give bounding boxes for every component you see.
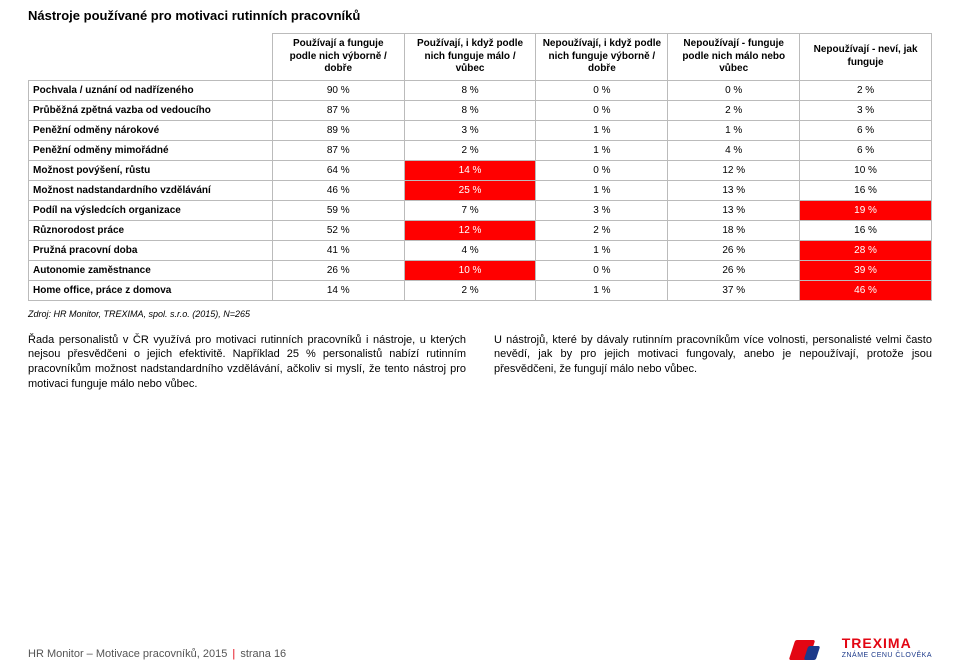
row-label: Autonomie zaměstnance: [29, 260, 273, 280]
body-columns: Řada personalistů v ČR využívá pro motiv…: [28, 333, 932, 392]
cell: 1 %: [536, 240, 668, 260]
row-label: Podíl na výsledcích organizace: [29, 200, 273, 220]
logo-subtitle: ZNÁME CENU ČLOVĚKA: [842, 652, 932, 659]
cell: 6 %: [800, 120, 932, 140]
cell: 18 %: [668, 220, 800, 240]
cell: 7 %: [404, 200, 536, 220]
cell: 87 %: [272, 100, 404, 120]
table-row: Pochvala / uznání od nadřízeného90 %8 %0…: [29, 80, 932, 100]
cell: 14 %: [272, 280, 404, 300]
table-row: Pružná pracovní doba41 %4 %1 %26 %28 %: [29, 240, 932, 260]
table-row: Podíl na výsledcích organizace59 %7 %3 %…: [29, 200, 932, 220]
row-label: Home office, práce z domova: [29, 280, 273, 300]
row-label: Pochvala / uznání od nadřízeného: [29, 80, 273, 100]
row-label: Možnost nadstandardního vzdělávání: [29, 180, 273, 200]
cell: 46 %: [272, 180, 404, 200]
table-row: Autonomie zaměstnance26 %10 %0 %26 %39 %: [29, 260, 932, 280]
cell: 2 %: [536, 220, 668, 240]
table-row: Průběžná zpětná vazba od vedoucího87 %8 …: [29, 100, 932, 120]
row-label: Peněžní odměny mimořádné: [29, 140, 273, 160]
table-row: Peněžní odměny mimořádné87 %2 %1 %4 %6 %: [29, 140, 932, 160]
table-row: Home office, práce z domova14 %2 %1 %37 …: [29, 280, 932, 300]
body-text-right: U nástrojů, které by dávaly rutinním pra…: [494, 333, 932, 392]
col-header: Nepoužívají, i když podle nich funguje v…: [536, 34, 668, 81]
body-text-left: Řada personalistů v ČR využívá pro motiv…: [28, 333, 466, 392]
cell: 46 %: [800, 280, 932, 300]
cell: 1 %: [536, 180, 668, 200]
col-header: Používají a funguje podle nich výborně /…: [272, 34, 404, 81]
cell: 3 %: [536, 200, 668, 220]
cell: 8 %: [404, 100, 536, 120]
cell: 8 %: [404, 80, 536, 100]
row-label: Možnost povýšení, růstu: [29, 160, 273, 180]
cell: 0 %: [536, 80, 668, 100]
cell: 26 %: [668, 260, 800, 280]
col-header-rowlabel: [29, 34, 273, 81]
cell: 39 %: [800, 260, 932, 280]
cell: 2 %: [800, 80, 932, 100]
row-label: Pružná pracovní doba: [29, 240, 273, 260]
row-label: Peněžní odměny nárokové: [29, 120, 273, 140]
logo-text: TREXIMA ZNÁME CENU ČLOVĚKA: [842, 636, 932, 659]
source-note: Zdroj: HR Monitor, TREXIMA, spol. s.r.o.…: [28, 309, 932, 319]
table-row: Různorodost práce52 %12 %2 %18 %16 %: [29, 220, 932, 240]
cell: 1 %: [536, 280, 668, 300]
cell: 1 %: [668, 120, 800, 140]
footer-page: strana 16: [240, 648, 286, 660]
cell: 13 %: [668, 180, 800, 200]
cell: 2 %: [668, 100, 800, 120]
cell: 13 %: [668, 200, 800, 220]
cell: 64 %: [272, 160, 404, 180]
cell: 3 %: [404, 120, 536, 140]
cell: 10 %: [800, 160, 932, 180]
footer-separator: |: [232, 648, 235, 660]
footer-caption: HR Monitor – Motivace pracovníků, 2015 |…: [28, 648, 286, 660]
cell: 26 %: [272, 260, 404, 280]
cell: 10 %: [404, 260, 536, 280]
cell: 41 %: [272, 240, 404, 260]
cell: 52 %: [272, 220, 404, 240]
cell: 4 %: [404, 240, 536, 260]
row-label: Průběžná zpětná vazba od vedoucího: [29, 100, 273, 120]
table-row: Možnost nadstandardního vzdělávání46 %25…: [29, 180, 932, 200]
cell: 1 %: [536, 140, 668, 160]
cell: 37 %: [668, 280, 800, 300]
page-footer: HR Monitor – Motivace pracovníků, 2015 |…: [28, 634, 932, 660]
row-label: Různorodost práce: [29, 220, 273, 240]
data-table: Používají a funguje podle nich výborně /…: [28, 33, 932, 301]
page-title: Nástroje používané pro motivaci rutinníc…: [28, 8, 932, 23]
cell: 26 %: [668, 240, 800, 260]
cell: 28 %: [800, 240, 932, 260]
cell: 19 %: [800, 200, 932, 220]
logo-title: TREXIMA: [842, 636, 932, 650]
cell: 16 %: [800, 220, 932, 240]
footer-doc: HR Monitor – Motivace pracovníků, 2015: [28, 648, 227, 660]
cell: 0 %: [536, 260, 668, 280]
cell: 14 %: [404, 160, 536, 180]
cell: 0 %: [536, 100, 668, 120]
cell: 4 %: [668, 140, 800, 160]
cell: 2 %: [404, 280, 536, 300]
col-header: Nepoužívají - neví, jak funguje: [800, 34, 932, 81]
logo-mark-icon: [792, 634, 834, 660]
cell: 87 %: [272, 140, 404, 160]
cell: 12 %: [404, 220, 536, 240]
cell: 90 %: [272, 80, 404, 100]
col-header: Používají, i když podle nich funguje mál…: [404, 34, 536, 81]
cell: 3 %: [800, 100, 932, 120]
cell: 25 %: [404, 180, 536, 200]
brand-logo: TREXIMA ZNÁME CENU ČLOVĚKA: [792, 634, 932, 660]
cell: 1 %: [536, 120, 668, 140]
cell: 12 %: [668, 160, 800, 180]
cell: 0 %: [536, 160, 668, 180]
cell: 2 %: [404, 140, 536, 160]
cell: 16 %: [800, 180, 932, 200]
col-header: Nepoužívají - funguje podle nich málo ne…: [668, 34, 800, 81]
cell: 89 %: [272, 120, 404, 140]
table-row: Možnost povýšení, růstu64 %14 %0 %12 %10…: [29, 160, 932, 180]
cell: 59 %: [272, 200, 404, 220]
cell: 0 %: [668, 80, 800, 100]
cell: 6 %: [800, 140, 932, 160]
table-row: Peněžní odměny nárokové89 %3 %1 %1 %6 %: [29, 120, 932, 140]
